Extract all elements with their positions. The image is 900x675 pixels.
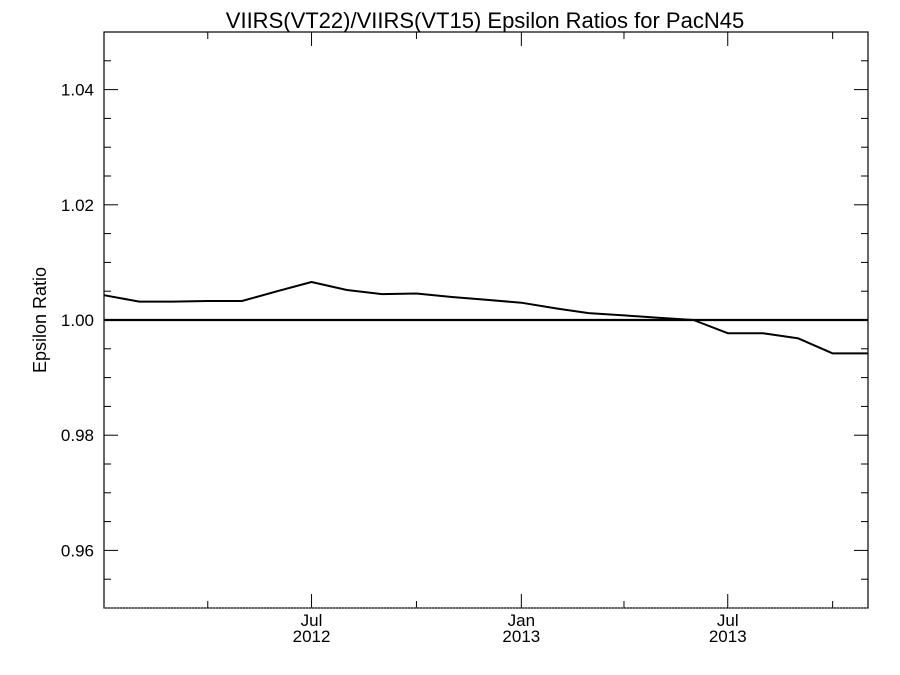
x-tick-label-year: 2013 — [502, 627, 540, 646]
y-tick-label: 1.02 — [61, 196, 94, 215]
y-tick-label: 0.98 — [61, 426, 94, 445]
x-tick-label-month: Jul — [717, 611, 739, 630]
x-tick-label-month: Jan — [508, 611, 535, 630]
y-tick-label: 0.96 — [61, 541, 94, 560]
x-tick-label-year: 2013 — [709, 627, 747, 646]
chart-title: VIIRS(VT22)/VIIRS(VT15) Epsilon Ratios f… — [226, 8, 744, 33]
series-line — [103, 281, 868, 355]
y-tick-label: 1.00 — [61, 311, 94, 330]
x-tick-label-year: 2012 — [293, 627, 331, 646]
x-tick-label-month: Jul — [301, 611, 323, 630]
y-tick-label: 1.04 — [61, 81, 94, 100]
y-axis-label: Epsilon Ratio — [30, 267, 50, 373]
